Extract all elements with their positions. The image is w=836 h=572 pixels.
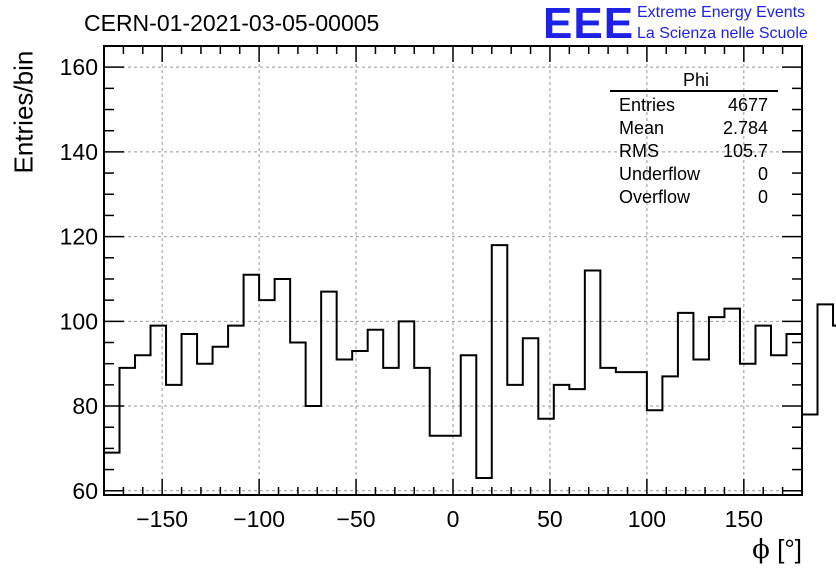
stats-value: 0 [757,187,768,207]
stats-key: Mean [619,118,665,138]
logo-line-1: Extreme Energy Events [637,4,806,21]
stats-value: 0 [757,164,768,184]
stats-title: Phi [682,70,709,90]
x-axis-symbol: ϕ [752,535,770,565]
x-tick-label: −100 [233,506,285,532]
grid-lines [104,46,802,495]
x-axis-unit: [°] [777,534,802,564]
stats-key: Overflow [619,187,691,207]
axis-ticks [103,45,803,495]
stats-row-entries: Entries 4677 [610,94,778,117]
logo-line-2: La Scienza nelle Scuole [637,25,808,42]
axis-tick-labels: −150 −100 −50 0 50 100 150 60 80 100 120 140 160 [60,54,763,532]
y-tick-label: 60 [72,478,98,504]
histogram-series [103,244,836,495]
eee-logo: EEE [543,0,635,48]
stats-value: 4677 [727,95,768,115]
stats-value: 105.7 [722,141,768,161]
y-axis-label: Entries/bin [8,50,39,174]
stats-box: Phi Entries 4677 Mean 2.784 RMS 105.7 Under… [610,70,778,209]
stats-key: Underflow [619,164,701,184]
x-tick-label: 0 [447,506,460,532]
y-tick-label: 120 [60,224,98,250]
x-axis-label: ϕ [°] [752,534,802,565]
stats-row-overflow: Overflow 0 [610,186,778,209]
stats-key: RMS [619,141,659,161]
y-tick-label: 140 [60,139,98,165]
chart-title: CERN-01-2021-03-05-00005 [84,10,380,36]
stats-row-underflow: Underflow 0 [610,163,778,186]
stats-value: 2.784 [722,118,768,138]
stats-row-mean: Mean 2.784 [610,117,778,140]
x-tick-label: 150 [725,506,763,532]
stats-divider [610,90,778,92]
y-tick-label: 160 [60,54,98,80]
x-tick-label: 100 [628,506,666,532]
y-tick-label: 100 [60,308,98,334]
x-tick-label: 50 [537,506,563,532]
x-tick-label: −150 [136,506,188,532]
y-tick-label: 80 [72,393,98,419]
x-tick-label: −50 [337,506,376,532]
stats-key: Entries [619,95,676,115]
stats-row-rms: RMS 105.7 [610,140,778,163]
